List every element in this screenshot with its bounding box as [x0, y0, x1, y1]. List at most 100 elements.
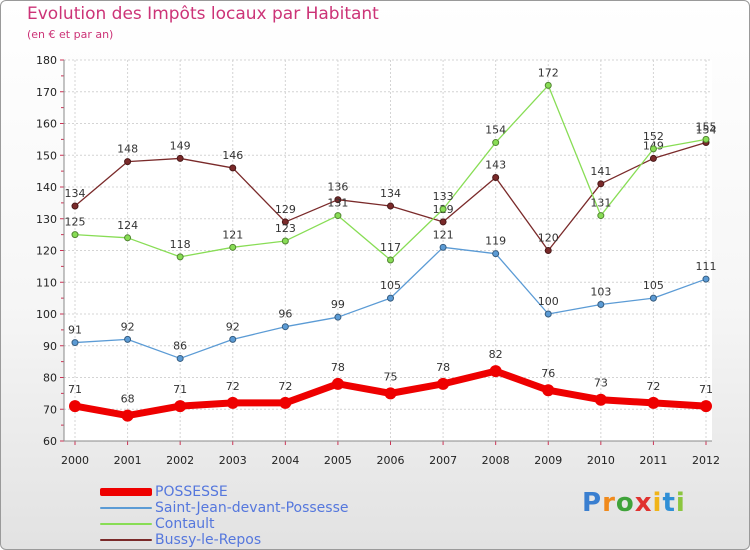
data-point — [71, 231, 79, 239]
data-point — [649, 145, 657, 153]
data-label: 143 — [485, 158, 506, 171]
data-point — [437, 377, 450, 390]
y-tick-label: 160 — [36, 118, 57, 131]
data-point — [71, 339, 79, 347]
logo-letter: P — [582, 488, 603, 518]
data-point — [229, 243, 237, 251]
data-label: 121 — [222, 228, 243, 241]
y-tick-label: 130 — [36, 213, 57, 226]
data-label: 154 — [696, 124, 717, 137]
data-label: 154 — [485, 124, 506, 137]
data-label: 92 — [121, 320, 135, 333]
data-point — [542, 384, 555, 397]
data-label: 131 — [590, 197, 611, 210]
data-label: 155 — [696, 120, 717, 133]
legend-label: POSSESSE — [155, 484, 228, 500]
logo-letter: t — [662, 488, 676, 518]
data-label: 105 — [643, 279, 664, 292]
legend-label: Bussy-le-Repos — [155, 532, 262, 548]
logo-letter: x — [634, 488, 653, 518]
x-tick-label: 2011 — [639, 454, 667, 467]
data-label: 78 — [331, 361, 345, 374]
data-label: 96 — [278, 308, 292, 321]
data-point — [544, 81, 552, 89]
data-point — [226, 396, 239, 409]
legend-swatch — [100, 539, 152, 541]
legend-label: Contault — [155, 516, 215, 532]
y-tick-label: 70 — [43, 403, 57, 416]
y-tick-label: 100 — [36, 308, 57, 321]
data-label: 111 — [696, 260, 717, 273]
data-label: 146 — [222, 149, 243, 162]
data-point — [176, 154, 184, 162]
data-point — [594, 393, 607, 406]
x-tick-label: 2008 — [482, 454, 510, 467]
data-point — [124, 234, 132, 242]
x-tick-label: 2001 — [114, 454, 142, 467]
data-label: 136 — [327, 181, 348, 194]
data-point — [492, 173, 500, 181]
data-label: 103 — [590, 285, 611, 298]
data-point — [334, 313, 342, 321]
y-tick-label: 180 — [36, 54, 57, 67]
data-point — [229, 164, 237, 172]
data-point — [334, 212, 342, 220]
data-label: 92 — [226, 320, 240, 333]
data-point — [281, 323, 289, 331]
data-point — [492, 139, 500, 147]
data-label: 152 — [643, 130, 664, 143]
data-point — [649, 154, 657, 162]
data-label: 72 — [278, 380, 292, 393]
y-tick-label: 150 — [36, 149, 57, 162]
data-point — [281, 218, 289, 226]
data-point — [334, 196, 342, 204]
x-tick-label: 2006 — [377, 454, 405, 467]
data-label: 134 — [65, 187, 86, 200]
legend-swatch — [100, 507, 152, 509]
data-point — [649, 294, 657, 302]
data-point — [700, 400, 712, 413]
data-label: 149 — [170, 139, 191, 152]
data-point — [124, 158, 132, 166]
data-label: 73 — [594, 377, 608, 390]
logo-letter: i — [675, 488, 686, 518]
data-point — [387, 202, 394, 210]
y-tick-label: 120 — [36, 245, 57, 258]
data-point — [69, 400, 81, 413]
data-point — [492, 250, 500, 258]
data-point — [124, 335, 132, 343]
chart-subtitle: (en € et par an) — [27, 28, 114, 41]
data-point — [174, 400, 187, 413]
y-tick-label: 110 — [36, 276, 57, 289]
data-point — [702, 275, 710, 283]
data-point — [384, 387, 397, 400]
x-tick-label: 2003 — [219, 454, 247, 467]
data-label: 124 — [117, 219, 138, 232]
data-label: 100 — [538, 295, 559, 308]
data-point — [439, 205, 447, 213]
x-tick-label: 2007 — [429, 454, 457, 467]
data-label: 117 — [380, 241, 401, 254]
y-tick-label: 170 — [36, 86, 57, 99]
x-tick-label: 2002 — [166, 454, 194, 467]
data-label: 118 — [170, 238, 191, 251]
data-label: 68 — [121, 393, 135, 406]
logo-letter: i — [652, 488, 663, 518]
data-point — [702, 135, 710, 143]
x-tick-label: 2005 — [324, 454, 352, 467]
data-point — [281, 237, 289, 245]
data-label: 131 — [327, 197, 348, 210]
data-label: 71 — [68, 383, 82, 396]
data-point — [176, 354, 184, 362]
data-label: 82 — [489, 348, 503, 361]
data-label: 125 — [65, 216, 86, 229]
x-tick-label: 2009 — [534, 454, 562, 467]
x-tick-label: 2004 — [271, 454, 299, 467]
data-label: 76 — [541, 367, 555, 380]
data-label: 123 — [275, 222, 296, 235]
data-point — [331, 377, 344, 390]
data-label: 120 — [538, 232, 559, 245]
data-label: 99 — [331, 298, 345, 311]
legend-swatch — [100, 488, 152, 496]
